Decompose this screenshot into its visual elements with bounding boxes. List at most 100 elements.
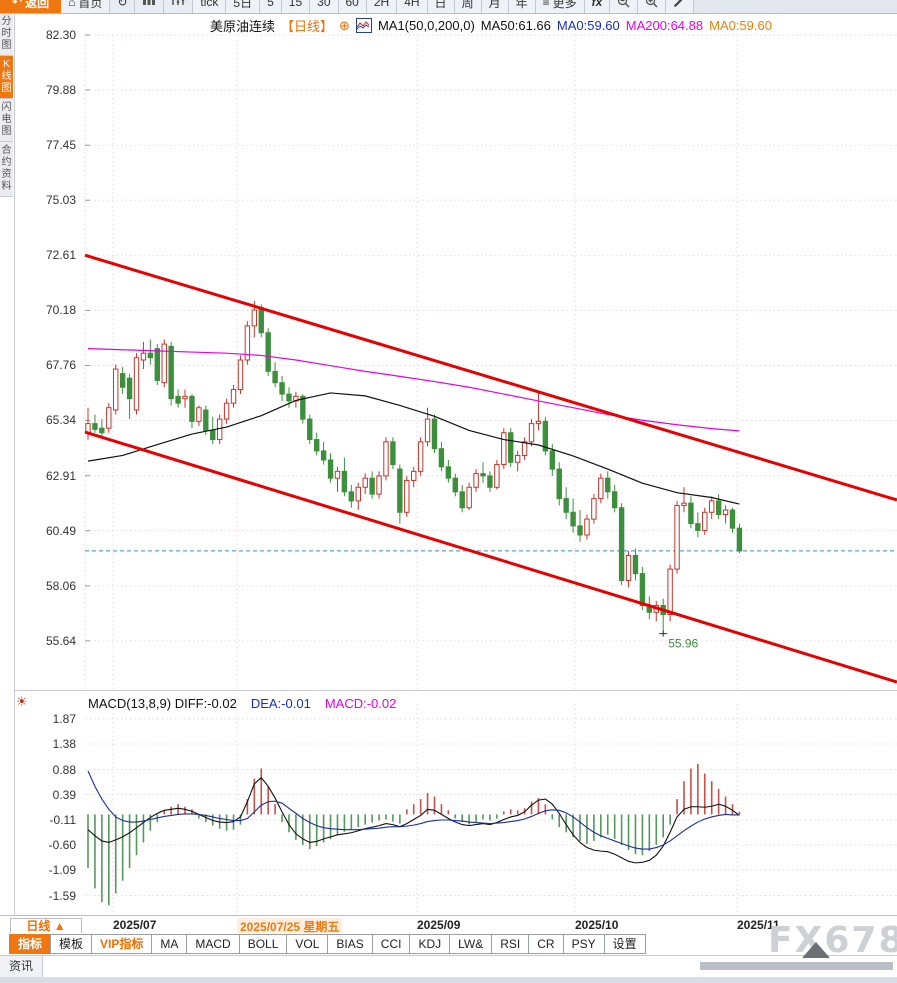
candle-body[interactable] — [404, 479, 410, 513]
candle-body[interactable] — [722, 509, 729, 516]
period-4h-button[interactable]: 4H — [397, 0, 428, 13]
candle-body[interactable] — [487, 475, 493, 488]
candle-body[interactable] — [320, 450, 327, 461]
candle-body[interactable] — [549, 450, 556, 470]
sidebar-tab-contract-info[interactable]: 合约资料 — [0, 142, 13, 197]
period-5d-button[interactable]: 5日 — [226, 0, 261, 13]
candle-body[interactable] — [376, 475, 382, 495]
candle-body[interactable] — [258, 307, 264, 334]
period-year-button[interactable]: 年 — [508, 0, 536, 13]
candle-body[interactable] — [244, 325, 251, 361]
candle-body[interactable] — [390, 441, 396, 466]
candle-body[interactable] — [480, 473, 486, 477]
candle-body[interactable] — [265, 332, 271, 372]
candle-body[interactable] — [514, 454, 521, 463]
candle-body[interactable] — [397, 468, 403, 513]
indicator-button-cr[interactable]: CR — [528, 934, 564, 954]
candle-body[interactable] — [161, 343, 167, 384]
trend-channel-lower[interactable] — [84, 430, 897, 684]
chart-region[interactable]: 美原油连续 【日线】 ⊕ MA1(50,0,200,0) MA50:61.66 M… — [14, 13, 897, 915]
candle-body[interactable] — [362, 477, 368, 488]
candle-body[interactable] — [438, 448, 445, 468]
candle-body[interactable] — [611, 491, 618, 509]
candle-body[interactable] — [452, 477, 458, 493]
indicator-button-bias[interactable]: BIAS — [327, 934, 373, 954]
zoom-out-button[interactable] — [610, 0, 639, 13]
indicator-button-rsi[interactable]: RSI — [491, 934, 530, 954]
candle-body[interactable] — [528, 423, 535, 443]
candle-body[interactable] — [327, 459, 334, 479]
news-tab[interactable]: 资讯 — [0, 956, 43, 977]
candle-body[interactable] — [154, 348, 161, 381]
home-button[interactable]: ⌂ 首页 — [61, 0, 111, 13]
back-button[interactable]: ↶ 返回 — [0, 0, 62, 13]
candle-body[interactable] — [341, 470, 348, 493]
mini-chart-icon[interactable] — [355, 18, 372, 33]
candle-body[interactable] — [667, 568, 673, 616]
draw-button[interactable] — [666, 0, 695, 13]
candle-body[interactable] — [584, 518, 590, 536]
indicator-button-ma[interactable]: MA — [151, 934, 188, 954]
indicator-button-vol[interactable]: VOL — [286, 934, 329, 954]
candle-body[interactable] — [168, 345, 174, 400]
candle-body[interactable] — [175, 395, 181, 404]
candle-body[interactable] — [702, 511, 708, 531]
candle-body[interactable] — [307, 418, 313, 441]
candle-body[interactable] — [639, 573, 646, 606]
candle-body[interactable] — [729, 509, 736, 529]
candle-body[interactable] — [126, 377, 133, 400]
kline-chart-button[interactable] — [135, 0, 165, 13]
candle-body[interactable] — [113, 368, 119, 411]
indicator-button-vip[interactable]: VIP指标 — [91, 934, 153, 954]
candle-body[interactable] — [230, 389, 237, 404]
candle-body[interactable] — [563, 498, 569, 513]
macd-chart-canvas[interactable] — [14, 690, 897, 915]
candle-body[interactable] — [508, 432, 514, 463]
candle-body[interactable] — [501, 432, 507, 466]
indicator-button-zhibiao[interactable]: 指标 — [9, 934, 52, 954]
candle-body[interactable] — [182, 395, 188, 400]
candle-body[interactable] — [92, 423, 98, 430]
period-15m-button[interactable]: 15 — [281, 0, 311, 13]
candle-body[interactable] — [542, 420, 549, 452]
candle-body[interactable] — [424, 418, 431, 443]
candle-body[interactable] — [348, 491, 355, 502]
indicator-button-settings[interactable]: 设置 — [603, 934, 646, 954]
candle-body[interactable] — [605, 477, 611, 493]
candle-body[interactable] — [334, 470, 341, 479]
candle-body[interactable] — [431, 418, 438, 450]
candle-body[interactable] — [695, 523, 701, 531]
period-month-button[interactable]: 月 — [481, 0, 509, 13]
fx-indicator-button[interactable]: fx — [584, 0, 611, 13]
indicator-button-boll[interactable]: BOLL — [238, 934, 288, 954]
period-selector[interactable]: 日线 ▲ — [10, 918, 82, 934]
indicator-button-lw[interactable]: LW& — [449, 934, 493, 954]
sidebar-tab-lightning-chart[interactable]: 闪电图 — [0, 99, 13, 142]
candle-body[interactable] — [119, 373, 126, 388]
candle-body[interactable] — [459, 491, 465, 509]
trend-channel-upper[interactable] — [84, 253, 897, 502]
candle-body[interactable] — [715, 500, 722, 516]
candle-body[interactable] — [223, 402, 230, 420]
add-indicator-icon[interactable]: ⊕ — [339, 17, 350, 33]
candle-body[interactable] — [535, 420, 542, 425]
candle-body[interactable] — [300, 395, 306, 420]
candle-body[interactable] — [313, 439, 320, 452]
candle-body[interactable] — [272, 370, 278, 384]
more-button[interactable]: ≡ 更多 — [535, 0, 585, 13]
candle-body[interactable] — [133, 357, 140, 411]
candle-body[interactable] — [577, 525, 583, 536]
candle-body[interactable] — [473, 473, 479, 488]
zoom-in-button[interactable] — [638, 0, 667, 13]
indicator-button-psy[interactable]: PSY — [562, 934, 605, 954]
period-60m-button[interactable]: 60 — [338, 0, 367, 13]
refresh-button[interactable]: ↻ — [110, 0, 136, 13]
period-week-button[interactable]: 周 — [454, 0, 482, 13]
sidebar-tab-time-chart[interactable]: 分时图 — [0, 13, 13, 56]
candle-body[interactable] — [279, 382, 285, 395]
candle-body[interactable] — [521, 441, 528, 456]
candle-body[interactable] — [203, 409, 209, 431]
indicator-button-template[interactable]: 模板 — [50, 934, 93, 954]
period-30m-button[interactable]: 30 — [310, 0, 339, 13]
candle-body[interactable] — [632, 554, 639, 575]
